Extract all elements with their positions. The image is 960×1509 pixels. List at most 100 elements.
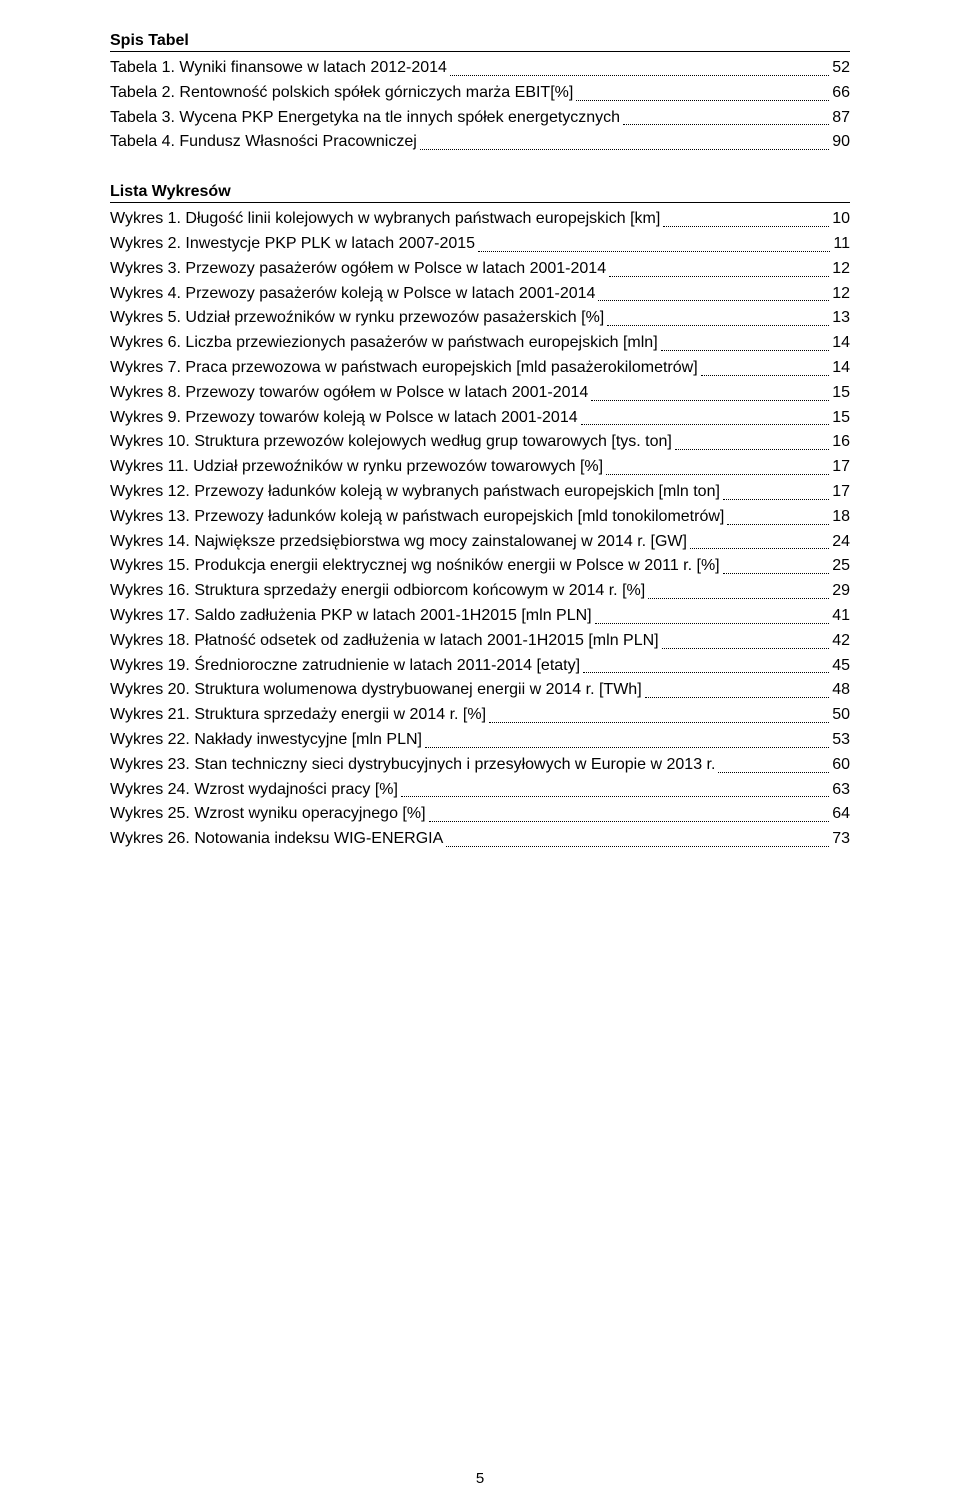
figures-entry-label: Wykres 19. Średnioroczne zatrudnienie w … bbox=[110, 654, 580, 679]
figures-entry-label: Wykres 10. Struktura przewozów kolejowyc… bbox=[110, 430, 672, 455]
figures-entry-label: Wykres 7. Praca przewozowa w państwach e… bbox=[110, 356, 698, 381]
toc-leader bbox=[723, 573, 830, 574]
toc-leader bbox=[446, 846, 829, 847]
figures-entry-page: 13 bbox=[832, 306, 850, 331]
figures-entry-page: 14 bbox=[832, 356, 850, 381]
figures-entry: Wykres 4. Przewozy pasażerów koleją w Po… bbox=[110, 282, 850, 307]
figures-entry-page: 18 bbox=[832, 505, 850, 530]
figures-entry: Wykres 23. Stan techniczny sieci dystryb… bbox=[110, 753, 850, 778]
toc-leader bbox=[429, 821, 830, 822]
figures-entry-label: Wykres 15. Produkcja energii elektryczne… bbox=[110, 554, 720, 579]
figures-entry-label: Wykres 6. Liczba przewiezionych pasażeró… bbox=[110, 331, 658, 356]
figures-entry-label: Wykres 18. Płatność odsetek od zadłużeni… bbox=[110, 629, 659, 654]
figures-entry-page: 60 bbox=[832, 753, 850, 778]
figures-entry-page: 29 bbox=[832, 579, 850, 604]
figures-entry-label: Wykres 22. Nakłady inwestycyjne [mln PLN… bbox=[110, 728, 422, 753]
figures-entry-page: 15 bbox=[832, 406, 850, 431]
figures-entry-page: 24 bbox=[832, 530, 850, 555]
tables-entry: Tabela 3. Wycena PKP Energetyka na tle i… bbox=[110, 106, 850, 131]
figures-entry: Wykres 26. Notowania indeksu WIG-ENERGIA… bbox=[110, 827, 850, 852]
tables-entry-label: Tabela 3. Wycena PKP Energetyka na tle i… bbox=[110, 106, 620, 131]
figures-entry: Wykres 13. Przewozy ładunków koleją w pa… bbox=[110, 505, 850, 530]
toc-leader bbox=[662, 648, 830, 649]
tables-entry-label: Tabela 2. Rentowność polskich spółek gór… bbox=[110, 81, 573, 106]
figures-toc: Wykres 1. Długość linii kolejowych w wyb… bbox=[110, 207, 850, 852]
figures-entry: Wykres 19. Średnioroczne zatrudnienie w … bbox=[110, 654, 850, 679]
figures-entry: Wykres 25. Wzrost wyniku operacyjnego [%… bbox=[110, 802, 850, 827]
tables-entry: Tabela 4. Fundusz Własności Pracowniczej… bbox=[110, 130, 850, 155]
toc-leader bbox=[606, 474, 829, 475]
figures-entry-label: Wykres 26. Notowania indeksu WIG-ENERGIA bbox=[110, 827, 443, 852]
toc-leader bbox=[663, 226, 829, 227]
toc-leader bbox=[723, 499, 829, 500]
figures-entry: Wykres 22. Nakłady inwestycyjne [mln PLN… bbox=[110, 728, 850, 753]
figures-entry-page: 16 bbox=[832, 430, 850, 455]
toc-leader bbox=[583, 672, 829, 673]
figures-entry-label: Wykres 1. Długość linii kolejowych w wyb… bbox=[110, 207, 660, 232]
toc-leader bbox=[609, 276, 829, 277]
toc-leader bbox=[607, 325, 829, 326]
figures-entry: Wykres 3. Przewozy pasażerów ogółem w Po… bbox=[110, 257, 850, 282]
toc-leader bbox=[425, 747, 829, 748]
figures-entry-label: Wykres 24. Wzrost wydajności pracy [%] bbox=[110, 778, 398, 803]
toc-leader bbox=[489, 722, 829, 723]
figures-entry-label: Wykres 8. Przewozy towarów ogółem w Pols… bbox=[110, 381, 588, 406]
figures-entry: Wykres 2. Inwestycje PKP PLK w latach 20… bbox=[110, 232, 850, 257]
figures-entry-label: Wykres 23. Stan techniczny sieci dystryb… bbox=[110, 753, 715, 778]
figures-entry-label: Wykres 16. Struktura sprzedaży energii o… bbox=[110, 579, 645, 604]
figures-entry-label: Wykres 12. Przewozy ładunków koleją w wy… bbox=[110, 480, 720, 505]
figures-entry-page: 64 bbox=[832, 802, 850, 827]
toc-leader bbox=[401, 796, 829, 797]
section-spacer bbox=[110, 155, 850, 183]
figures-entry-page: 12 bbox=[832, 257, 850, 282]
figures-entry: Wykres 8. Przewozy towarów ogółem w Pols… bbox=[110, 381, 850, 406]
toc-leader bbox=[595, 623, 830, 624]
figures-entry-page: 12 bbox=[832, 282, 850, 307]
figures-entry-label: Wykres 4. Przewozy pasażerów koleją w Po… bbox=[110, 282, 595, 307]
toc-leader bbox=[450, 75, 829, 76]
toc-leader bbox=[645, 697, 830, 698]
figures-entry: Wykres 7. Praca przewozowa w państwach e… bbox=[110, 356, 850, 381]
toc-leader bbox=[598, 300, 829, 301]
figures-entry-page: 45 bbox=[832, 654, 850, 679]
figures-entry: Wykres 15. Produkcja energii elektryczne… bbox=[110, 554, 850, 579]
figures-entry-page: 10 bbox=[832, 207, 850, 232]
tables-entry-page: 52 bbox=[832, 56, 850, 81]
figures-entry-page: 11 bbox=[833, 232, 850, 257]
figures-entry-label: Wykres 17. Saldo zadłużenia PKP w latach… bbox=[110, 604, 592, 629]
figures-entry: Wykres 12. Przewozy ładunków koleją w wy… bbox=[110, 480, 850, 505]
toc-leader bbox=[623, 124, 829, 125]
figures-entry-page: 48 bbox=[832, 678, 850, 703]
tables-entry-page: 87 bbox=[832, 106, 850, 131]
figures-entry-label: Wykres 21. Struktura sprzedaży energii w… bbox=[110, 703, 486, 728]
figures-entry-page: 63 bbox=[832, 778, 850, 803]
figures-entry-label: Wykres 11. Udział przewoźników w rynku p… bbox=[110, 455, 603, 480]
figures-entry-page: 17 bbox=[832, 455, 850, 480]
figures-entry-label: Wykres 25. Wzrost wyniku operacyjnego [%… bbox=[110, 802, 426, 827]
figures-entry-page: 15 bbox=[832, 381, 850, 406]
tables-entry-page: 90 bbox=[832, 130, 850, 155]
tables-entry-label: Tabela 1. Wyniki finansowe w latach 2012… bbox=[110, 56, 447, 81]
figures-entry: Wykres 10. Struktura przewozów kolejowyc… bbox=[110, 430, 850, 455]
figures-entry: Wykres 14. Największe przedsiębiorstwa w… bbox=[110, 530, 850, 555]
figures-entry: Wykres 6. Liczba przewiezionych pasażeró… bbox=[110, 331, 850, 356]
tables-entry: Tabela 1. Wyniki finansowe w latach 2012… bbox=[110, 56, 850, 81]
figures-entry-page: 53 bbox=[832, 728, 850, 753]
figures-entry-label: Wykres 9. Przewozy towarów koleją w Pols… bbox=[110, 406, 578, 431]
figures-entry: Wykres 17. Saldo zadłużenia PKP w latach… bbox=[110, 604, 850, 629]
figures-entry-label: Wykres 13. Przewozy ładunków koleją w pa… bbox=[110, 505, 724, 530]
figures-entry: Wykres 21. Struktura sprzedaży energii w… bbox=[110, 703, 850, 728]
figures-entry-page: 50 bbox=[832, 703, 850, 728]
toc-leader bbox=[727, 524, 829, 525]
tables-toc: Tabela 1. Wyniki finansowe w latach 2012… bbox=[110, 56, 850, 155]
toc-leader bbox=[661, 350, 830, 351]
figures-entry: Wykres 1. Długość linii kolejowych w wyb… bbox=[110, 207, 850, 232]
figures-entry-label: Wykres 5. Udział przewoźników w rynku pr… bbox=[110, 306, 604, 331]
figures-entry-label: Wykres 14. Największe przedsiębiorstwa w… bbox=[110, 530, 687, 555]
figures-entry-label: Wykres 2. Inwestycje PKP PLK w latach 20… bbox=[110, 232, 475, 257]
figures-heading: Lista Wykresów bbox=[110, 183, 850, 203]
figures-entry: Wykres 24. Wzrost wydajności pracy [%] 63 bbox=[110, 778, 850, 803]
figures-entry-label: Wykres 20. Struktura wolumenowa dystrybu… bbox=[110, 678, 642, 703]
tables-entry: Tabela 2. Rentowność polskich spółek gór… bbox=[110, 81, 850, 106]
tables-heading: Spis Tabel bbox=[110, 32, 850, 52]
